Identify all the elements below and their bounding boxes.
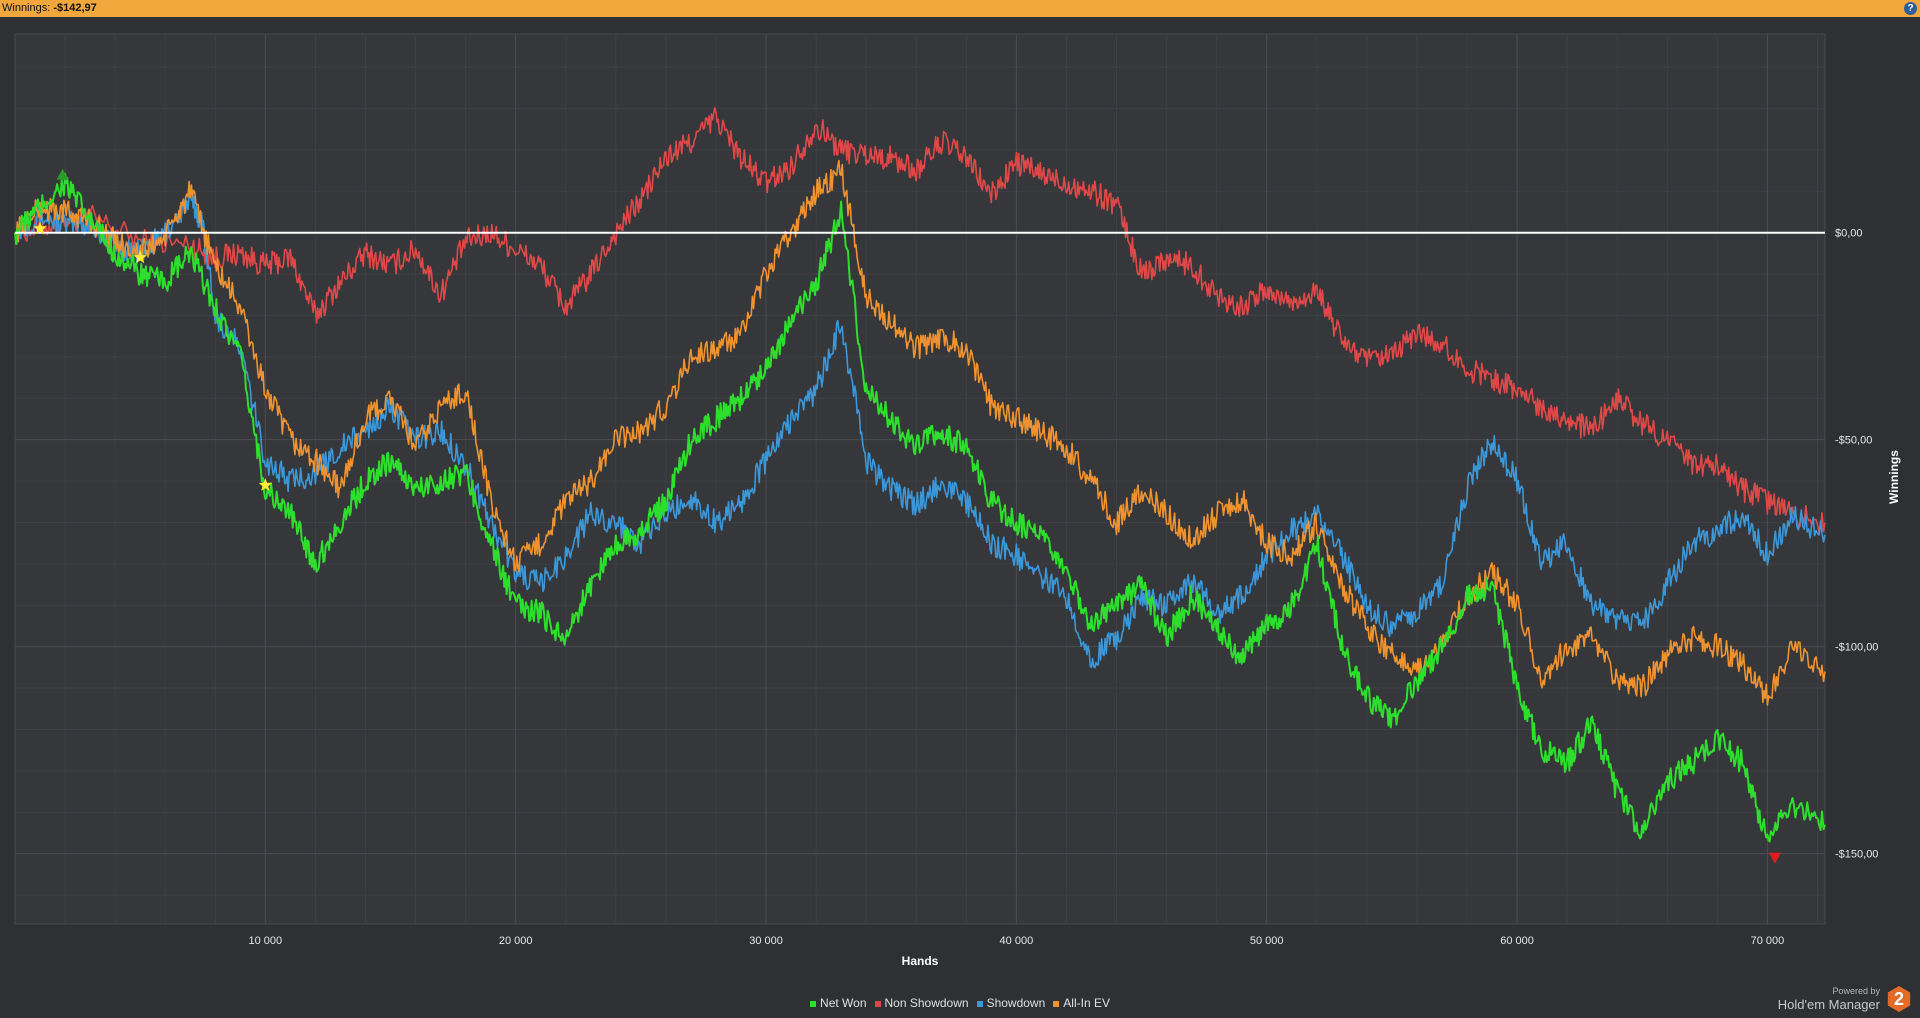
y-axis-title: Winnings [1887, 450, 1901, 504]
x-tick-label: 20 000 [499, 935, 533, 947]
min-marker-icon [1768, 852, 1781, 864]
series-line-all-in-ev [14, 159, 1826, 706]
legend-swatch [1053, 1000, 1060, 1007]
title-bar: Winnings: -$142,97 ? [0, 0, 1920, 17]
plot-area [14, 33, 1826, 925]
y-tick-labels: $0,00 -$50,00 -$100,00 -$150,00 [1835, 228, 1878, 861]
x-tick-label: 60 000 [1500, 935, 1534, 947]
legend-label: Non Showdown [884, 996, 969, 1010]
series-line-showdown [14, 189, 1826, 669]
legend-label: All-In EV [1063, 996, 1110, 1010]
branding: Powered by Hold'em Manager 2 [1776, 984, 1916, 1014]
legend-item[interactable]: All-In EV [1053, 996, 1110, 1010]
brand-name: Hold'em Manager [1777, 997, 1880, 1012]
series-line-non-showdown [14, 107, 1826, 534]
brand-logo-icon: 2 [1887, 986, 1911, 1012]
legend-swatch [874, 1000, 881, 1007]
winnings-chart: 10 000 20 000 30 000 40 000 50 000 60 000 70 0… [14, 33, 1901, 968]
grid-major [15, 34, 1825, 924]
y-tick-label: -$150,00 [1835, 849, 1878, 861]
star-marker-icon [33, 221, 47, 235]
legend-label: Showdown [986, 996, 1046, 1010]
legend-swatch [976, 1000, 983, 1007]
winnings-label: Winnings: [2, 2, 51, 14]
series-line-net-won [14, 172, 1826, 843]
question-icon[interactable]: ? [1904, 2, 1917, 15]
powered-by-text: Powered by [1832, 986, 1880, 996]
grid-minor [15, 34, 1825, 924]
x-tick-label: 40 000 [1000, 935, 1034, 947]
y-tick-label: -$50,00 [1835, 435, 1872, 447]
x-axis-title: Hands [902, 954, 939, 968]
legend: Net Won Non Showdown Showdown All-In EV [0, 996, 1920, 1014]
y-tick-label: $0,00 [1835, 228, 1863, 240]
x-tick-label: 70 000 [1751, 935, 1785, 947]
star-marker-icon [133, 250, 147, 264]
star-marker-icon [258, 478, 272, 491]
winnings-value: -$142,97 [53, 2, 97, 14]
legend-item[interactable]: Non Showdown [874, 996, 969, 1010]
series-layer [14, 107, 1826, 843]
winnings-summary: Winnings: -$142,97 [2, 0, 97, 17]
max-marker-icon [56, 168, 69, 180]
marker-layer [33, 168, 1781, 864]
x-tick-label: 10 000 [249, 935, 283, 947]
legend-item[interactable]: Showdown [976, 996, 1046, 1010]
legend-swatch [810, 1000, 817, 1007]
x-tick-label: 50 000 [1250, 935, 1284, 947]
y-tick-label: -$100,00 [1835, 642, 1878, 654]
x-tick-label: 30 000 [749, 935, 783, 947]
legend-label: Net Won [820, 996, 867, 1010]
legend-item[interactable]: Net Won [810, 996, 867, 1010]
x-tick-labels: 10 000 20 000 30 000 40 000 50 000 60 000 70 0… [249, 935, 1785, 947]
